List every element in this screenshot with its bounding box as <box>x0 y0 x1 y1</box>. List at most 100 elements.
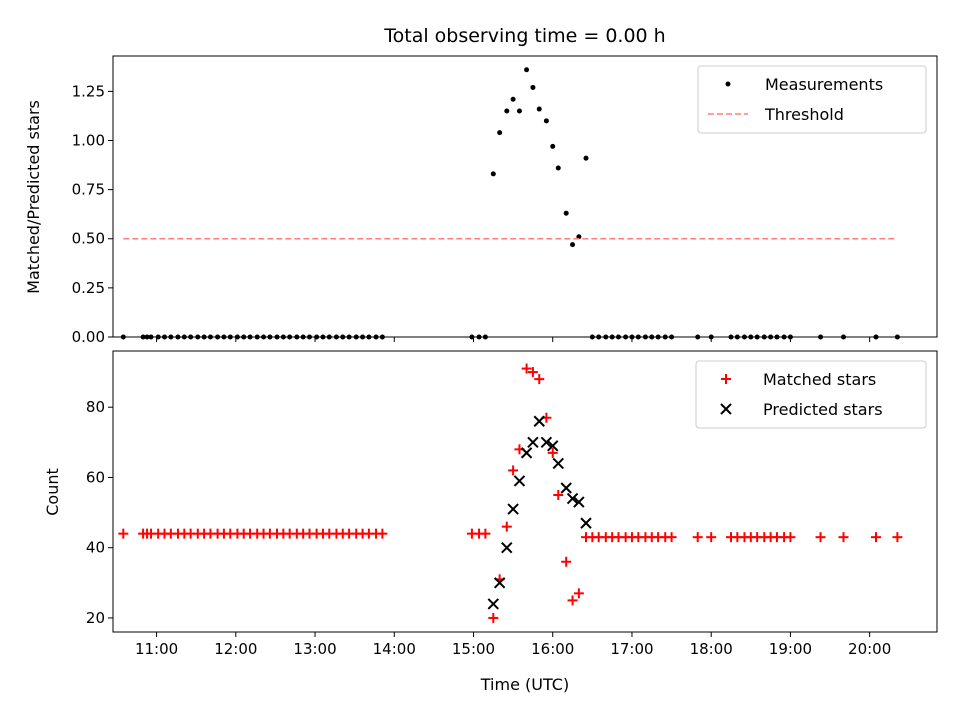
measurement-point <box>768 334 774 340</box>
y-tick-label: 0.00 <box>72 328 105 346</box>
predicted-star-point <box>540 436 553 449</box>
measurement-point <box>333 334 339 340</box>
top-chart-title: Total observing time = 0.00 h <box>383 25 665 47</box>
measurement-point <box>353 334 359 340</box>
matched-star-point <box>666 532 677 543</box>
measurement-point <box>787 334 793 340</box>
measurement-point <box>234 334 240 340</box>
y-tick-label: 0.50 <box>72 230 105 248</box>
matched-star-point <box>521 363 532 374</box>
measurement-point <box>754 334 760 340</box>
matched-star-point <box>480 528 491 539</box>
measurement-point <box>215 334 221 340</box>
matched-star-point <box>553 490 564 501</box>
measurement-point <box>221 334 227 340</box>
top-series <box>120 67 900 340</box>
measurement-point <box>873 334 879 340</box>
legend-matched-label: Matched stars <box>763 370 876 389</box>
predicted-star-point <box>560 482 572 494</box>
measurement-point <box>655 334 661 340</box>
top-plot-frame <box>112 55 938 338</box>
legend-matched-marker <box>721 374 731 384</box>
measurement-point <box>589 334 595 340</box>
predicted-star-point <box>573 496 585 508</box>
measurement-point <box>530 84 536 90</box>
measurement-point <box>708 334 714 340</box>
measurement-point <box>207 334 213 340</box>
measurement-point <box>168 334 174 340</box>
measurement-point <box>148 334 154 340</box>
measurement-point <box>504 108 510 114</box>
predicted-star-point <box>507 503 519 515</box>
matched-star-point <box>567 595 578 606</box>
x-tick-label: 17:00 <box>610 640 653 658</box>
measurement-point <box>294 334 300 340</box>
predicted-star-point <box>493 577 506 589</box>
y-tick-label: 20 <box>86 609 105 627</box>
matched-star-point <box>118 528 129 539</box>
y-tick-label: 80 <box>86 398 105 416</box>
measurement-point <box>609 334 615 340</box>
measurement-point <box>894 334 900 340</box>
measurement-point <box>274 334 280 340</box>
top-panel: Total observing time = 0.00 h 0.000.250.… <box>24 25 938 346</box>
x-tick-label: 16:00 <box>531 640 574 658</box>
measurement-point <box>748 334 754 340</box>
matched-star-point <box>815 532 826 543</box>
matched-star-point <box>527 367 538 378</box>
measurement-point <box>140 334 146 340</box>
predicted-star-point <box>547 440 559 452</box>
measurement-point <box>482 334 488 340</box>
y-tick-label: 1.25 <box>72 82 105 100</box>
measurement-point <box>555 165 561 171</box>
predicted-star-point <box>566 492 579 505</box>
bottom-series <box>118 363 903 623</box>
measurement-point <box>761 334 767 340</box>
measurement-point <box>326 334 332 340</box>
bottom-y-axis-label: Count <box>43 468 62 516</box>
measurement-point <box>254 334 260 340</box>
top-y-ticks: 0.00 0.25 0.50 0.75 1.00 1.25 <box>72 82 113 346</box>
measurement-point <box>629 334 635 340</box>
measurement-point <box>120 334 126 340</box>
matched-star-point <box>892 532 903 543</box>
measurement-point <box>543 118 549 124</box>
legend-predicted-label: Predicted stars <box>763 400 883 419</box>
measurement-point <box>340 334 346 340</box>
measurement-point <box>261 334 267 340</box>
predicted-star-point <box>487 598 500 610</box>
matched-star-point <box>706 532 717 543</box>
x-tick-label: 20:00 <box>848 640 891 658</box>
measurement-point <box>320 334 326 340</box>
measurement-point <box>373 334 379 340</box>
x-tick-label: 18:00 <box>690 640 733 658</box>
measurement-point <box>360 334 366 340</box>
x-tick-label: 13:00 <box>293 640 336 658</box>
x-tick-label: 11:00 <box>135 640 178 658</box>
measurement-point <box>516 108 522 114</box>
top-legend: Measurements Threshold <box>697 65 927 134</box>
measurement-point <box>781 334 787 340</box>
legend-threshold-label: Threshold <box>764 105 844 124</box>
matched-star-point <box>573 588 584 599</box>
measurement-point <box>642 334 648 340</box>
measurement-point <box>818 334 824 340</box>
measurement-point <box>162 334 167 340</box>
measurement-point <box>728 334 734 340</box>
matched-star-point <box>534 374 545 385</box>
measurement-point <box>241 334 247 340</box>
bottom-plot-frame <box>112 350 938 633</box>
measurement-point <box>635 334 641 340</box>
predicted-star-point <box>513 475 526 487</box>
predicted-star-point <box>580 517 592 529</box>
measurement-point <box>181 334 187 340</box>
measurement-point <box>379 334 385 340</box>
bottom-x-ticks: 11:00 12:00 13:00 14:00 15:00 16:00 17:00 18:00… <box>135 632 891 658</box>
measurement-point <box>144 334 150 340</box>
bottom-legend: Matched stars Predicted stars <box>695 360 927 429</box>
matched-star-point <box>377 528 388 539</box>
measurement-point <box>550 143 556 149</box>
measurement-point <box>596 334 602 340</box>
predicted-star-point <box>520 447 533 459</box>
